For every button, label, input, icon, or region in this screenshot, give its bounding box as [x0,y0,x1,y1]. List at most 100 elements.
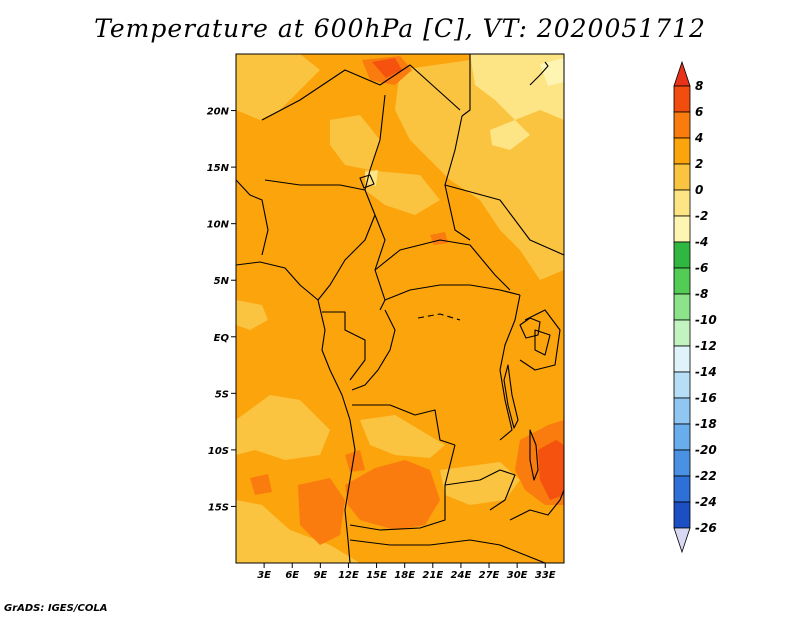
map-title: Temperature at 600hPa [C], VT: 202005171… [94,14,706,43]
colorbar-label: -2 [695,209,708,223]
lon-tick-label: 30E [507,570,528,581]
colorbar-label: -6 [695,261,708,275]
lake-tanganyika [503,364,519,429]
colorbar-label: -12 [695,339,717,353]
colorbar-band [673,501,691,529]
lon-tick-label: 21E [422,570,443,581]
field-patch-cool-northeast [470,54,564,120]
dashes-congo-river [417,313,461,321]
lake-malawi [529,429,539,481]
colorbar-label: -14 [695,365,717,379]
lon-tick-label: 9E [313,570,327,581]
latitude-axis: 20N 15N 10N 5N EQ 5S 10S 15S [207,107,236,513]
lat-tick-label: EQ [214,333,230,344]
border-algeria-niger [261,69,381,121]
field-patch-mild-south [236,500,360,563]
lat-tick-label: 10S [208,446,229,457]
field-patch-mild-southwest [236,395,330,460]
colorbar-band [673,241,691,269]
lon-tick-label: 6E [285,570,299,581]
colorbar-band [673,475,691,503]
lon-tick-label: 27E [479,570,500,581]
lon-tick-label: 3E [257,570,271,581]
border-south [349,539,546,563]
colorbar-band [673,319,691,347]
colorbar-label: -16 [695,391,717,405]
border-zambia [444,469,516,511]
border-angola-north [352,404,456,446]
colorbar-label: -4 [695,235,708,249]
colorbar-band [673,267,691,295]
field-patch-mild-west [236,300,268,330]
border-coast-west [236,261,356,563]
border-niger-nigeria [264,179,366,191]
field-patch-cold-corner [540,58,564,86]
colorbar-band [673,85,691,113]
grads-credit: GrADS: IGES/COLA [4,603,108,614]
border-congo-drc [351,309,396,391]
temperature-field [236,54,564,563]
border-sudan-south [444,184,564,256]
colorbar: 8 6 4 2 0 -2 -4 -6 -8 -10 -12 -14 -16 -18 -20 -22 -24 -26 [673,60,717,554]
colorbar-label: -22 [695,469,717,483]
colorbar-band [673,397,691,425]
lake-chad [359,174,375,189]
border-niger-chad [364,94,386,191]
field-patch-warm-angola [345,460,440,530]
colorbar-label: -8 [695,287,708,301]
colorbar-label: -10 [695,313,717,327]
border-uganda-kenya [519,309,561,371]
field-patch-mild-angola [360,415,445,458]
lat-tick-label: 20N [207,107,230,118]
field-patch-mild-sahel [365,170,440,215]
border-drc-north [384,284,521,301]
colorbar-band [673,423,691,451]
colorbar-label: -18 [695,417,717,431]
coast-east-red-sea [529,61,549,86]
field-patch-warm-namibia [298,478,345,545]
colorbar-bottom-triangle [673,527,691,554]
colorbar-band [673,137,691,165]
colorbar-band [673,449,691,477]
colorbar-band [673,215,691,243]
lon-tick-label: 24E [451,570,472,581]
colorbar-band [673,345,691,373]
field-patch-mild-north [236,54,320,120]
lat-tick-label: 15S [208,502,229,513]
map-frame [235,53,565,564]
lat-tick-label: 5N [214,276,230,287]
colorbar-label: -20 [695,443,717,457]
border-nigeria-cameroon [317,189,376,301]
border-libya-egypt [461,54,471,117]
longitude-axis: 3E 6E 9E 12E 15E 18E 21E 24E 27E 30E 33E [257,563,556,581]
country-borders [236,54,564,563]
colorbar-label: -26 [695,521,717,535]
lon-tick-label: 12E [338,570,359,581]
colorbar-band [673,371,691,399]
lat-tick-label: 15N [207,163,230,174]
colorbar-label: 6 [695,105,703,119]
border-angola-south [349,444,456,531]
field-patch-warm-zambia [345,450,365,472]
border-car-south [374,239,511,291]
field-patch-hot-north [372,58,402,78]
colorbar-label: 0 [695,183,703,197]
field-patch-warm-westcoast [250,474,272,495]
colorbar-label: 8 [695,79,703,93]
colorbar-band [673,189,691,217]
lon-tick-label: 33E [535,570,556,581]
field-patch-hot-east [538,440,564,500]
border-gabon-congo [322,311,366,381]
colorbar-band [673,111,691,139]
lake-victoria [519,317,541,339]
border-mozambique [509,489,564,521]
colorbar-band [673,293,691,321]
border-drc-east [499,294,521,441]
field-patch-mild-central [330,115,380,170]
colorbar-top-triangle [673,60,691,87]
field-patch-mild-southeast [440,462,520,505]
lon-tick-label: 18E [394,570,415,581]
colorbar-label: -24 [695,495,717,509]
border-niger-libya [379,64,461,111]
